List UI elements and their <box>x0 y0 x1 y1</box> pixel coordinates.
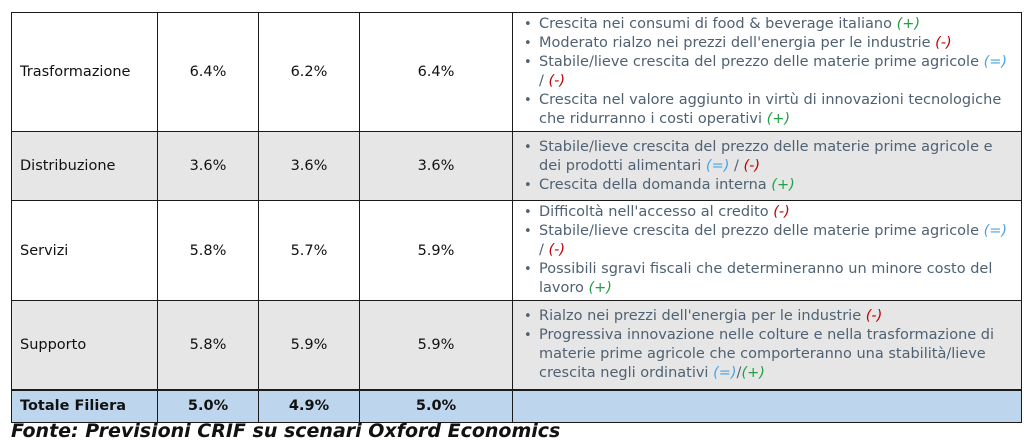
table-row: Distribuzione 3.6% 3.6% 3.6% Stabile/lie… <box>11 131 1022 201</box>
impact-negative: (-) <box>548 242 566 258</box>
row-label: Trasformazione <box>11 12 158 132</box>
source-caption: Fonte: Previsioni CRIF su scenari Oxford… <box>11 420 561 442</box>
note-item: Possibili sgravi fiscali che determinera… <box>524 260 1015 298</box>
table-row: Servizi 5.8% 5.7% 5.9% Difficoltà nell'a… <box>11 200 1022 301</box>
row-label: Distribuzione <box>11 131 158 201</box>
impact-positive: (+) <box>896 16 921 32</box>
note-item: Stabile/lieve crescita del prezzo delle … <box>524 138 1015 176</box>
total-row: Totale Filiera 5.0% 4.9% 5.0% <box>11 388 1022 423</box>
notes-list: Crescita nei consumi di food & beverage … <box>519 15 1015 129</box>
value-cell: 3.6% <box>258 131 360 201</box>
impact-neutral: (=) <box>983 223 1008 239</box>
total-value: 5.0% <box>359 388 513 423</box>
value-cell: 5.9% <box>258 300 360 390</box>
note-text: Stabile/lieve crescita del prezzo delle … <box>539 54 984 70</box>
note-text: / <box>539 242 549 258</box>
note-text: Crescita della domanda interna <box>539 176 772 193</box>
value-cell: 6.4% <box>157 12 259 132</box>
note-item: Moderato rialzo nei prezzi dell'energia … <box>524 34 1015 53</box>
value-cell: 3.6% <box>157 131 259 201</box>
note-item: Crescita nei consumi di food & beverage … <box>524 15 1015 34</box>
impact-positive: (+) <box>588 280 612 296</box>
value-cell: 3.6% <box>359 131 513 201</box>
note-text: / <box>539 73 549 89</box>
note-text: Progressiva innovazione nelle colture e … <box>539 326 995 381</box>
notes-list: Difficoltà nell'accesso al credito (-)St… <box>519 203 1015 298</box>
impact-negative: (-) <box>548 73 566 89</box>
note-item: Crescita della domanda interna (+) <box>524 176 1015 195</box>
notes-list: Stabile/lieve crescita del prezzo delle … <box>519 138 1015 195</box>
row-label: Servizi <box>11 200 158 301</box>
note-text: Difficoltà nell'accesso al credito <box>539 204 774 220</box>
value-cell: 5.9% <box>359 200 513 301</box>
value-cell: 5.9% <box>359 300 513 390</box>
note-item: Stabile/lieve crescita del prezzo delle … <box>524 53 1015 91</box>
value-cell: 5.8% <box>157 200 259 301</box>
forecast-table: Trasformazione 6.4% 6.2% 6.4% Crescita n… <box>11 12 1022 423</box>
impact-neutral: (=) <box>705 157 730 174</box>
notes-cell: Difficoltà nell'accesso al credito (-)St… <box>512 200 1022 301</box>
note-text: Crescita nei consumi di food & beverage … <box>539 16 897 32</box>
note-text: / <box>736 364 742 381</box>
impact-neutral: (=) <box>713 364 737 381</box>
note-item: Difficoltà nell'accesso al credito (-) <box>524 203 1015 222</box>
notes-cell: Rialzo nei prezzi dell'energia per le in… <box>512 300 1022 390</box>
notes-cell: Stabile/lieve crescita del prezzo delle … <box>512 131 1022 201</box>
value-cell: 5.7% <box>258 200 360 301</box>
total-value: 4.9% <box>258 388 360 423</box>
impact-negative: (-) <box>935 35 952 51</box>
note-text: Possibili sgravi fiscali che determinera… <box>539 261 993 296</box>
note-item: Crescita nel valore aggiunto in virtù di… <box>524 91 1015 129</box>
impact-negative: (-) <box>743 157 761 174</box>
notes-cell: Crescita nei consumi di food & beverage … <box>512 12 1022 132</box>
impact-negative: (-) <box>865 307 883 324</box>
impact-negative: (-) <box>773 204 790 220</box>
note-text: / <box>729 157 744 174</box>
impact-positive: (+) <box>766 111 791 127</box>
total-notes-cell <box>512 388 1022 423</box>
table-row: Trasformazione 6.4% 6.2% 6.4% Crescita n… <box>11 12 1022 132</box>
total-label: Totale Filiera <box>11 388 158 423</box>
note-text: Crescita nel valore aggiunto in virtù di… <box>539 92 1002 127</box>
impact-positive: (+) <box>741 364 765 381</box>
total-value: 5.0% <box>157 388 259 423</box>
note-text: Moderato rialzo nei prezzi dell'energia … <box>539 35 936 51</box>
impact-neutral: (=) <box>983 54 1008 70</box>
note-item: Progressiva innovazione nelle colture e … <box>524 326 1015 383</box>
note-item: Stabile/lieve crescita del prezzo delle … <box>524 222 1015 260</box>
note-text: Stabile/lieve crescita del prezzo delle … <box>539 138 993 174</box>
value-cell: 5.8% <box>157 300 259 390</box>
note-item: Rialzo nei prezzi dell'energia per le in… <box>524 307 1015 326</box>
value-cell: 6.2% <box>258 12 360 132</box>
notes-list: Rialzo nei prezzi dell'energia per le in… <box>519 307 1015 383</box>
forecast-table-body: Trasformazione 6.4% 6.2% 6.4% Crescita n… <box>11 12 1022 423</box>
value-cell: 6.4% <box>359 12 513 132</box>
table-row: Supporto 5.8% 5.9% 5.9% Rialzo nei prezz… <box>11 300 1022 390</box>
note-text: Stabile/lieve crescita del prezzo delle … <box>539 223 984 239</box>
impact-positive: (+) <box>771 176 795 193</box>
note-text: Rialzo nei prezzi dell'energia per le in… <box>539 307 866 324</box>
row-label: Supporto <box>11 300 158 390</box>
